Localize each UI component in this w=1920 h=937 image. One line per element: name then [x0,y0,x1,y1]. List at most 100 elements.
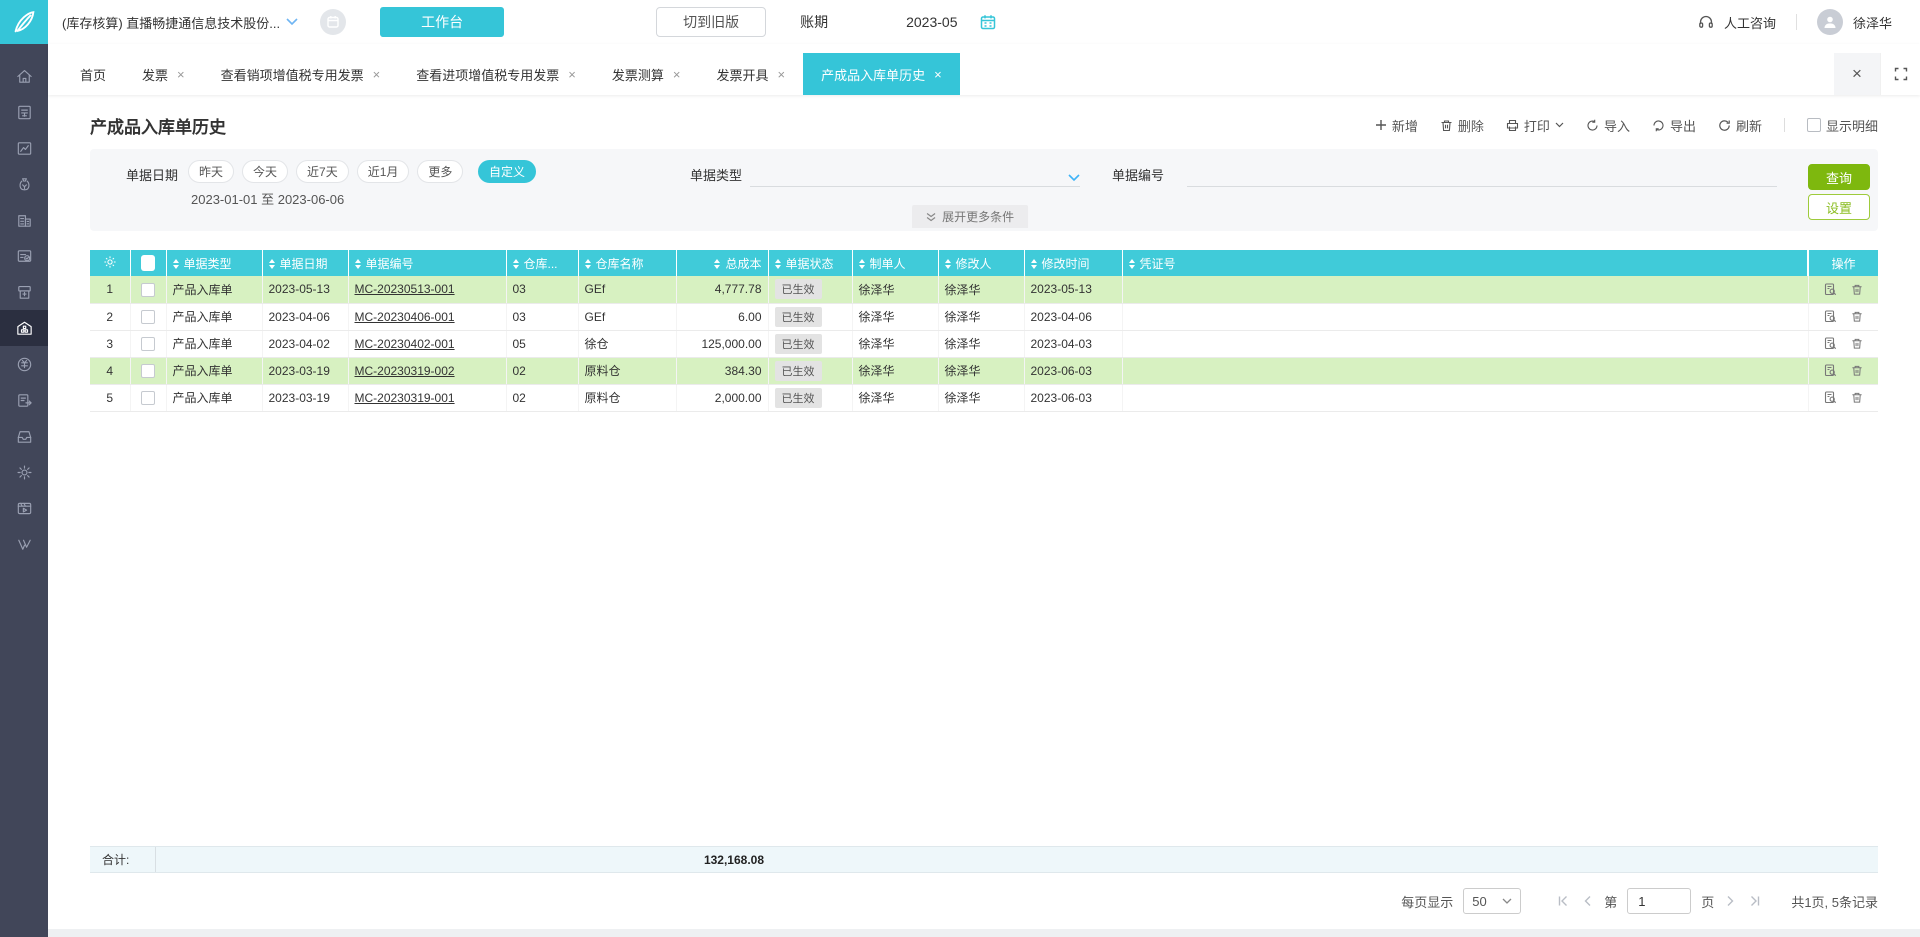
row-checkbox[interactable] [141,309,155,324]
company-selector[interactable]: (库存核算) 直播畅捷通信息技术股份... [62,13,298,32]
header-warehouse-code[interactable]: 仓库... [506,250,579,276]
period-value[interactable]: 2023-05 [906,14,958,30]
fullscreen-icon[interactable] [1880,53,1920,95]
export-button[interactable]: 导出 [1652,116,1696,135]
table-row[interactable]: 3 产品入库单 2023-04-02 MC-20230402-001 05 徐仓… [90,330,1878,358]
calendar-circle-icon[interactable] [320,9,347,35]
tab-close-icon[interactable]: × [568,66,576,82]
sidebar-item-inbox[interactable] [0,418,48,454]
view-voucher-icon[interactable] [1824,283,1837,296]
sidebar-item-home[interactable] [0,58,48,94]
type-select[interactable] [750,163,1080,187]
view-voucher-icon[interactable] [1824,391,1837,404]
refresh-button[interactable]: 刷新 [1718,116,1762,135]
tab-5[interactable]: 发票开具 × [698,53,803,95]
sidebar-item-company[interactable] [0,202,48,238]
document-link[interactable]: MC-20230513-001 [354,282,455,297]
header-date[interactable]: 单据日期 [262,250,349,276]
sidebar-item-voucher-transfer[interactable] [0,382,48,418]
show-detail-checkbox[interactable] [1806,118,1821,132]
add-button[interactable]: 新增 [1375,116,1418,135]
page-number-input[interactable] [1627,888,1692,914]
tab-1[interactable]: 发票 × [124,53,203,95]
expand-more-button[interactable]: 展开更多条件 [912,205,1029,228]
close-tab-icon[interactable]: × [1834,53,1880,95]
quick-date-pill-3[interactable]: 近1月 [356,160,410,183]
document-link[interactable]: MC-20230402-001 [354,336,455,351]
sidebar-item-invoice[interactable] [0,94,48,130]
quick-date-pill-2[interactable]: 近7天 [296,160,349,183]
column-settings-gear-icon[interactable] [90,250,131,276]
header-voucher[interactable]: 凭证号 [1122,250,1809,276]
tab-close-icon[interactable]: × [777,66,786,82]
code-input[interactable] [1187,163,1777,187]
tab-6[interactable]: 产成品入库单历史 × [803,53,960,95]
next-page-button[interactable] [1726,895,1735,907]
settings-button[interactable]: 设置 [1808,194,1870,220]
sidebar-item-report-chart[interactable] [0,130,48,166]
sidebar-item-brand-v[interactable] [0,526,48,562]
print-button[interactable]: 打印 [1506,116,1564,135]
custom-date-pill[interactable]: 自定义 [478,160,537,183]
select-all-checkbox[interactable] [130,250,167,276]
sidebar-item-cashier[interactable] [0,274,48,310]
document-link[interactable]: MC-20230319-002 [354,363,455,378]
tab-0[interactable]: 首页 [62,53,124,95]
last-page-button[interactable] [1749,895,1761,907]
first-page-button[interactable] [1557,895,1569,907]
row-checkbox[interactable] [141,390,155,405]
prev-page-button[interactable] [1583,895,1592,907]
header-warehouse-name[interactable]: 仓库名称 [578,250,677,276]
show-detail-toggle[interactable]: 显示明细 [1806,116,1878,135]
header-maker[interactable]: 制单人 [852,250,939,276]
sidebar-item-statement[interactable] [0,238,48,274]
row-checkbox[interactable] [141,282,155,297]
tab-3[interactable]: 查看进项增值税专用发票 × [398,53,594,95]
tab-close-icon[interactable]: × [177,66,185,82]
delete-row-icon[interactable] [1851,310,1863,323]
row-checkbox[interactable] [141,336,155,351]
document-link[interactable]: MC-20230406-001 [354,309,455,324]
switch-old-version-button[interactable]: 切到旧版 [656,7,767,37]
sidebar-item-video[interactable] [0,490,48,526]
quick-date-pill-0[interactable]: 昨天 [188,160,235,183]
document-link[interactable]: MC-20230319-001 [354,390,455,405]
quick-date-pill-1[interactable]: 今天 [242,160,289,183]
per-page-select[interactable]: 50 [1463,888,1522,914]
row-checkbox[interactable] [141,363,155,378]
delete-button[interactable]: 删除 [1440,116,1484,135]
tab-close-icon[interactable]: × [372,66,381,82]
username[interactable]: 徐泽华 [1852,15,1892,31]
tab-4[interactable]: 发票测算 × [594,53,699,95]
header-cost[interactable]: 总成本 [676,250,769,276]
header-type[interactable]: 单据类型 [166,250,263,276]
import-button[interactable]: 导入 [1586,116,1630,135]
calendar-icon[interactable] [980,14,996,30]
table-row[interactable]: 4 产品入库单 2023-03-19 MC-20230319-002 02 原料… [90,357,1878,385]
sidebar-item-tax[interactable] [0,346,48,382]
header-modified-time[interactable]: 修改时间 [1024,250,1123,276]
delete-row-icon[interactable] [1851,337,1863,350]
support-link[interactable]: 人工咨询 [1723,15,1776,31]
sidebar-item-funds[interactable] [0,166,48,202]
table-row[interactable]: 2 产品入库单 2023-04-06 MC-20230406-001 03 GE… [90,303,1878,331]
sidebar-item-warehouse[interactable] [0,310,48,346]
table-row[interactable]: 5 产品入库单 2023-03-19 MC-20230319-001 02 原料… [90,384,1878,412]
header-modifier[interactable]: 修改人 [938,250,1025,276]
view-voucher-icon[interactable] [1824,310,1837,323]
table-row[interactable]: 1 产品入库单 2023-05-13 MC-20230513-001 03 GE… [90,276,1878,304]
quick-date-pill-4[interactable]: 更多 [417,160,464,183]
delete-row-icon[interactable] [1851,364,1863,377]
avatar[interactable] [1816,9,1843,35]
view-voucher-icon[interactable] [1824,364,1837,377]
delete-row-icon[interactable] [1851,283,1863,296]
tab-2[interactable]: 查看销项增值税专用发票 × [203,53,399,95]
tab-close-icon[interactable]: × [934,66,942,82]
header-code[interactable]: 单据编号 [348,250,507,276]
workbench-button[interactable]: 工作台 [380,7,505,37]
view-voucher-icon[interactable] [1824,337,1837,350]
delete-row-icon[interactable] [1851,391,1863,404]
header-status[interactable]: 单据状态 [768,250,853,276]
tab-close-icon[interactable]: × [672,66,681,82]
sidebar-item-settings[interactable] [0,454,48,490]
